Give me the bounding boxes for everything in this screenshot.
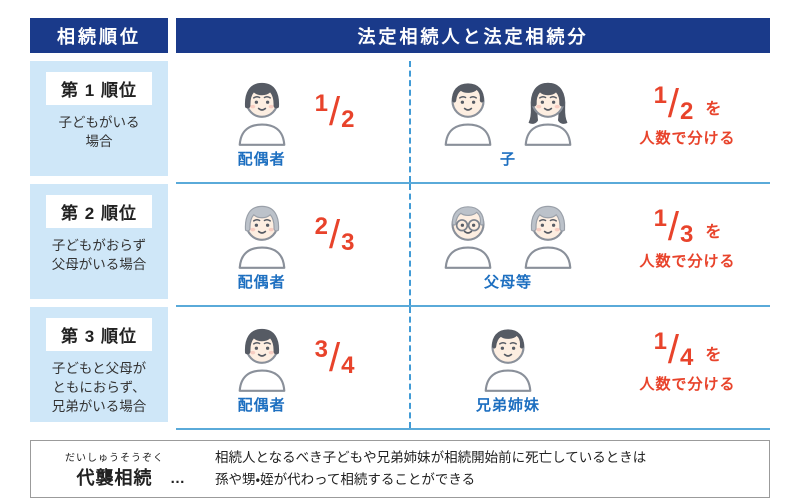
rank-label: 第 2 順位	[46, 195, 152, 228]
fraction-slash	[328, 215, 341, 255]
fraction-denominator: 4	[680, 343, 694, 371]
heirs-cell-1: 配偶者 12 子	[176, 61, 770, 184]
spouse-label: 配偶者	[237, 274, 286, 291]
rank-label: 第 3 順位	[46, 318, 152, 351]
brother-icon	[477, 320, 539, 392]
spouse-figure: 配偶者	[231, 197, 293, 292]
fraction-denominator: 2	[341, 105, 355, 133]
fraction-numerator: 1	[653, 327, 667, 355]
spouse-share-fraction: 34	[314, 335, 355, 379]
heir-share: 13 を 人数で分ける	[605, 204, 770, 271]
spouse-section: 配偶者 12	[176, 61, 411, 182]
rank-cell-1: 第 1 順位 子どもがいる 場合	[30, 61, 168, 176]
fraction-slash	[667, 84, 680, 124]
heir-share: 14 を 人数で分ける	[605, 327, 770, 394]
heir-share-fraction: 13	[653, 204, 694, 248]
fraction-slash	[667, 330, 680, 370]
rank-cell-3: 第 3 順位 子どもと父母が ともにおらず、 兄弟がいる場合	[30, 307, 168, 422]
heir-share-fraction: 12	[653, 81, 694, 125]
spouse-section: 配偶者 34	[176, 307, 411, 428]
child-son-icon	[437, 74, 499, 146]
fraction-numerator: 1	[653, 204, 667, 232]
spouse-share-fraction: 12	[314, 89, 355, 133]
rank-condition: 子どもと父母が ともにおらず、 兄弟がいる場合	[51, 361, 147, 415]
spouse-share-fraction: 23	[314, 212, 355, 256]
fraction-numerator: 2	[314, 212, 328, 240]
substitute-inheritance-note: だいしゅうそうぞく 代襲相続 … 相続人となるべき子どもや兄弟姉妹が相続開始前に…	[30, 440, 770, 498]
rank-cell-2: 第 2 順位 子どもがおらず 父母がいる場合	[30, 184, 168, 299]
term-ellipsis: …	[170, 469, 185, 487]
heir-share-note: 人数で分ける	[639, 252, 736, 270]
heir-label: 兄弟姉妹	[475, 397, 540, 414]
heir-share-suffix: を	[705, 100, 722, 118]
spouse-woman-icon	[231, 320, 293, 392]
heir-share-suffix: を	[705, 223, 722, 241]
fraction-denominator: 3	[341, 228, 355, 256]
rank-row-2: 第 2 順位 子どもがおらず 父母がいる場合 配偶者 23	[30, 184, 770, 307]
term-block: だいしゅうそうぞく 代襲相続 …	[65, 449, 185, 490]
rank-condition: 子どもがいる 場合	[58, 115, 140, 150]
heir-share-fraction: 14	[653, 327, 694, 371]
heir-share-note: 人数で分ける	[639, 129, 736, 147]
fraction-denominator: 3	[680, 220, 694, 248]
term-description: 相続人となるべき子どもや兄弟姉妹が相続開始前に死亡しているときは 孫や甥・姪が代…	[215, 450, 647, 487]
heir-figures: 父母等	[411, 197, 605, 292]
child-daughter-icon	[517, 74, 579, 146]
heir-section: 父母等 13 を 人数で分ける	[411, 184, 770, 305]
heir-share-note: 人数で分ける	[639, 375, 736, 393]
rank-label: 第 1 順位	[46, 72, 152, 105]
fraction-slash	[328, 92, 341, 132]
heirs-cell-3: 配偶者 34 兄弟姉妹	[176, 307, 770, 430]
heir-share: 12 を 人数で分ける	[605, 81, 770, 148]
fraction-numerator: 1	[653, 81, 667, 109]
fraction-denominator: 4	[341, 351, 355, 379]
father-icon	[437, 197, 499, 269]
fraction-slash	[667, 207, 680, 247]
fraction-numerator: 3	[314, 335, 328, 363]
spouse-figure: 配偶者	[231, 320, 293, 415]
rank-rows: 第 1 順位 子どもがいる 場合 配偶者 12	[30, 61, 770, 430]
spouse-label: 配偶者	[237, 151, 286, 168]
spouse-figure: 配偶者	[231, 74, 293, 169]
header-rank-title: 相続順位	[30, 18, 168, 53]
fraction-denominator: 2	[680, 97, 694, 125]
heir-section: 兄弟姉妹 14 を 人数で分ける	[411, 307, 770, 428]
heir-figures: 子	[411, 74, 605, 169]
heir-share-suffix: を	[705, 346, 722, 364]
spouse-older-woman-icon	[231, 197, 293, 269]
spouse-label: 配偶者	[237, 397, 286, 414]
header-row: 相続順位 法定相続人と法定相続分	[30, 18, 770, 53]
rank-row-3: 第 3 順位 子どもと父母が ともにおらず、 兄弟がいる場合 配偶者 34	[30, 307, 770, 430]
heir-label: 子	[499, 151, 516, 168]
header-heirs-title: 法定相続人と法定相続分	[176, 18, 770, 53]
mother-icon	[517, 197, 579, 269]
fraction-slash	[328, 338, 341, 378]
heirs-cell-2: 配偶者 23 父母等	[176, 184, 770, 307]
fraction-numerator: 1	[314, 89, 328, 117]
rank-row-1: 第 1 順位 子どもがいる 場合 配偶者 12	[30, 61, 770, 184]
spouse-woman-icon	[231, 74, 293, 146]
heir-section: 子 12 を 人数で分ける	[411, 61, 770, 182]
heir-figures: 兄弟姉妹	[411, 320, 605, 415]
term-label: 代襲相続	[76, 467, 153, 488]
term-reading: だいしゅうそうぞく	[65, 452, 164, 464]
heir-label: 父母等	[483, 274, 532, 291]
rank-condition: 子どもがおらず 父母がいる場合	[51, 238, 147, 273]
spouse-section: 配偶者 23	[176, 184, 411, 305]
